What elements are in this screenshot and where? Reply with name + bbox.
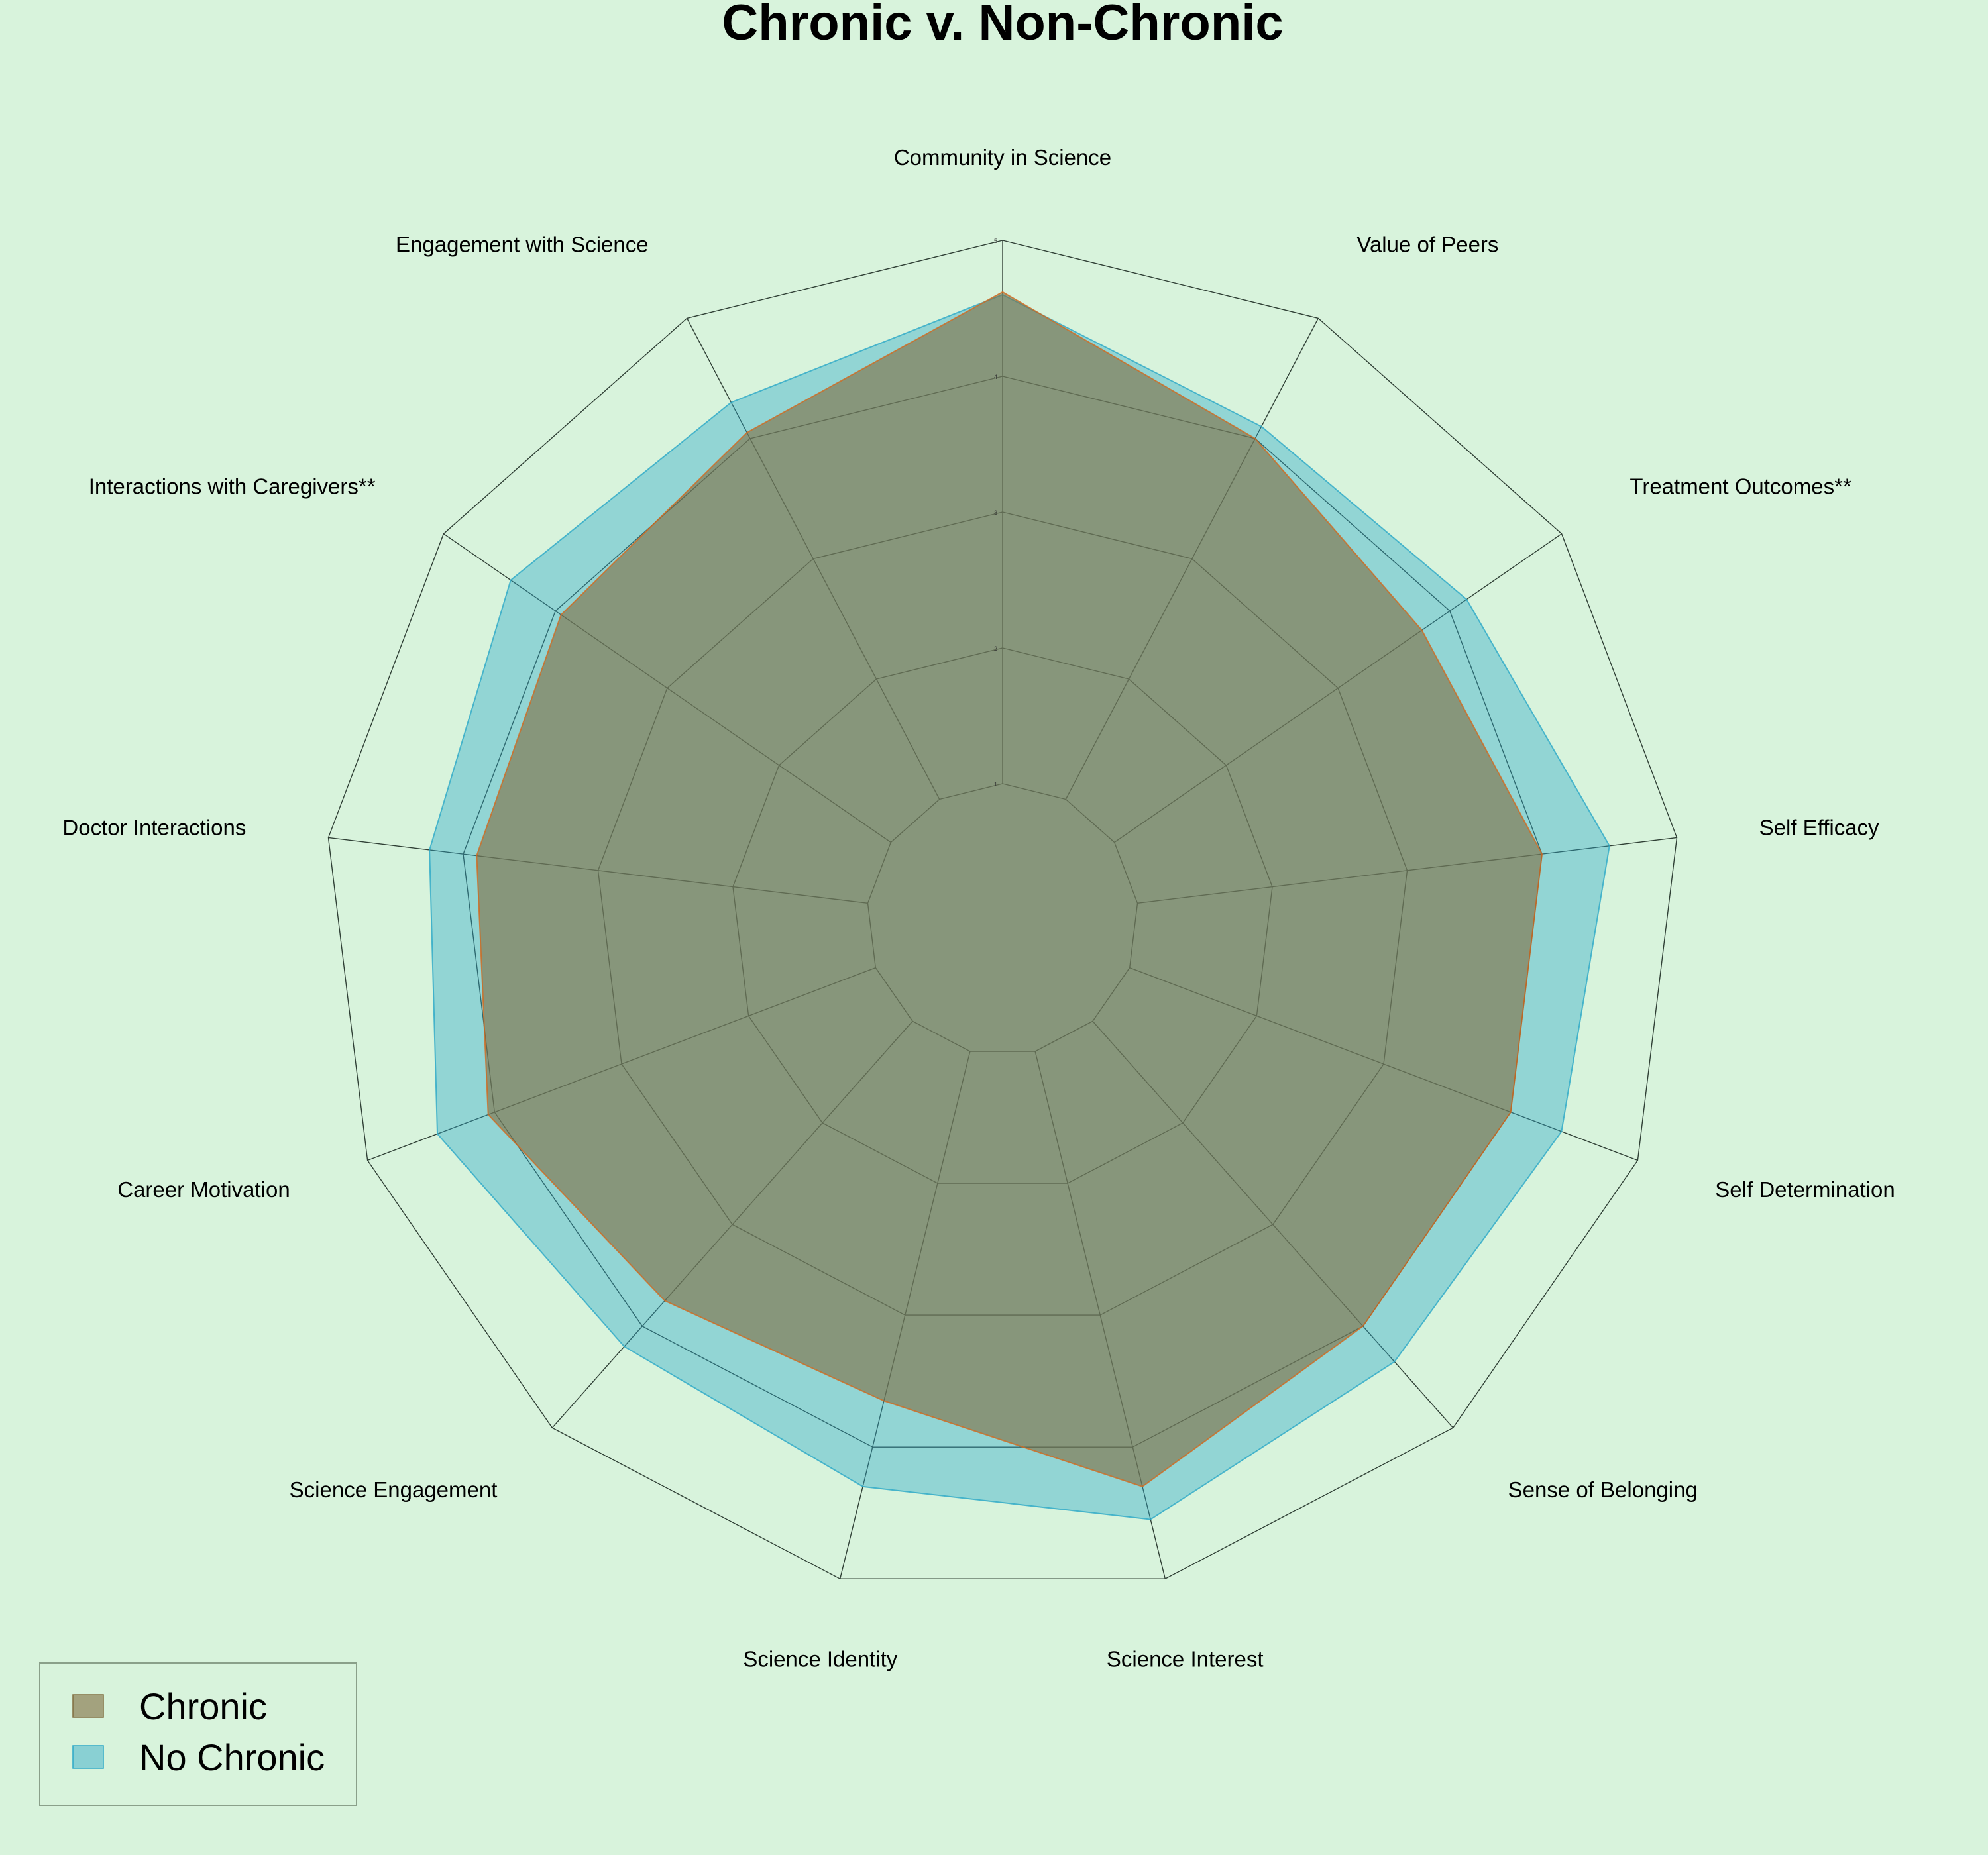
radial-tick-label: 5 — [994, 238, 997, 244]
legend-label-chronic: Chronic — [139, 1685, 267, 1727]
axis-label: Sense of Belonging — [1508, 1477, 1698, 1502]
axis-label: Science Interest — [1107, 1647, 1264, 1671]
axis-label: Science Engagement — [290, 1477, 498, 1502]
radial-tick-label: 2 — [994, 645, 997, 652]
legend-swatch-no-chronic — [72, 1745, 104, 1769]
radial-tick-label: 1 — [994, 781, 997, 788]
radial-tick-label: 3 — [994, 509, 997, 516]
legend: Chronic No Chronic — [39, 1662, 357, 1806]
axis-label: Interactions with Caregivers** — [89, 474, 376, 499]
axis-label: Engagement with Science — [396, 233, 649, 257]
radar-series — [429, 291, 1610, 1520]
axis-label: Doctor Interactions — [62, 815, 246, 839]
legend-label-no-chronic: No Chronic — [139, 1736, 325, 1778]
axis-label: Self Efficacy — [1759, 815, 1879, 839]
grid-ring-5 — [327, 240, 1678, 1579]
grid-ring-4 — [463, 376, 1543, 1448]
axis-label: Treatment Outcomes** — [1629, 474, 1851, 499]
axis-label: Self Determination — [1715, 1177, 1895, 1202]
radial-ticks: 1 2 3 4 5 — [994, 238, 997, 788]
legend-swatch-chronic — [72, 1694, 104, 1718]
axis-label: Community in Science — [894, 145, 1111, 170]
axis-labels: Community in Science Value of Peers Treatm… — [62, 145, 1895, 1671]
axis-label: Value of Peers — [1356, 233, 1498, 257]
legend-box — [39, 1662, 357, 1806]
radial-tick-label: 4 — [994, 374, 997, 380]
chart-title: Chronic v. Non-Chronic — [722, 0, 1283, 51]
series-area-chronic — [476, 291, 1543, 1488]
axis-label: Science Identity — [743, 1647, 897, 1671]
axis-label: Career Motivation — [117, 1177, 290, 1202]
